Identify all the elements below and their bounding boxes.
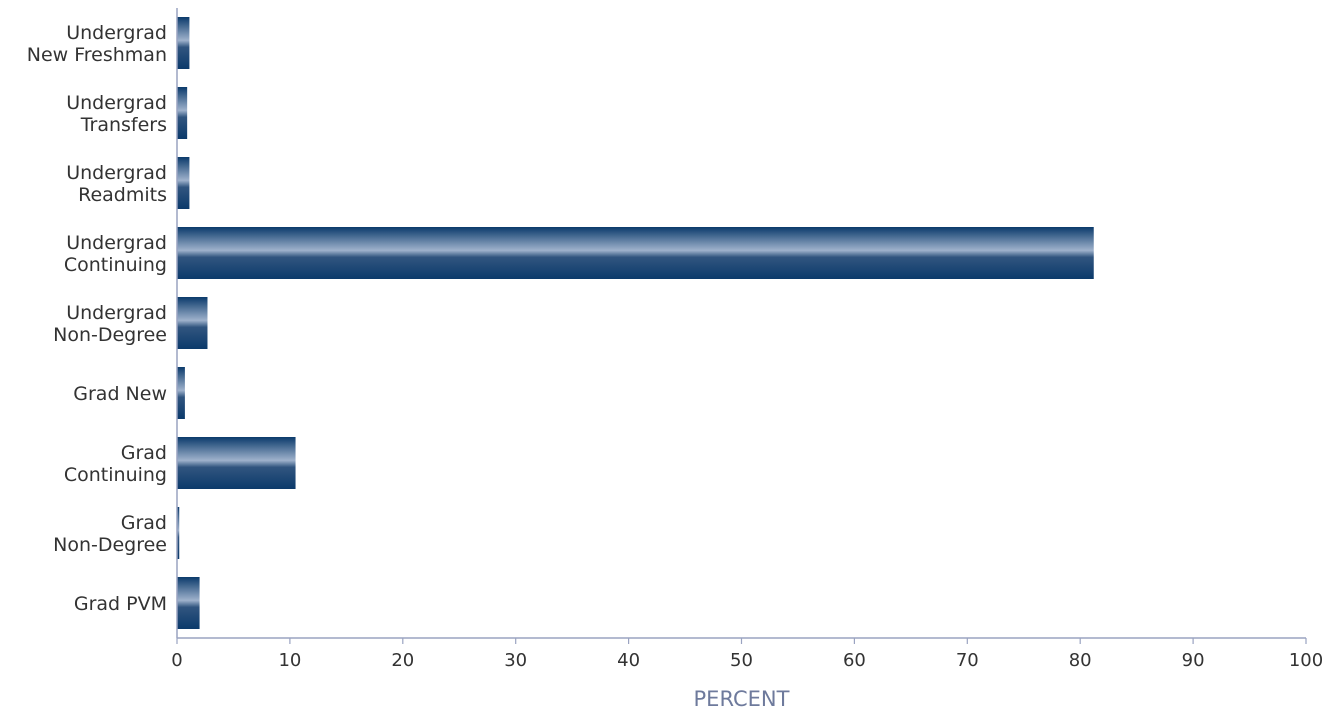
category-label-line: Continuing [64, 254, 167, 276]
category-label-line: Non-Degree [53, 534, 167, 556]
x-axis-title: PERCENT [694, 687, 790, 711]
category-label-line: Grad [121, 512, 167, 534]
bar [177, 507, 180, 559]
category-label: Undergrad Continuing [64, 232, 167, 276]
category-label: Grad New [73, 383, 167, 405]
category-label-line: Undergrad [66, 22, 167, 44]
category-label-line: Undergrad [66, 302, 167, 324]
category-label: Grad PVM [74, 593, 167, 615]
x-tick-label: 0 [171, 650, 182, 671]
x-tick-label: 30 [504, 650, 527, 671]
category-label-line: Grad PVM [74, 593, 167, 615]
category-label: Undergrad Non-Degree [53, 302, 167, 346]
category-label-line: Undergrad [66, 162, 167, 184]
bar [177, 437, 296, 489]
bar [177, 157, 190, 209]
x-axis-ticks: 0 10 20 30 40 50 60 70 80 90 100 [171, 638, 1323, 671]
category-label-line: Readmits [78, 184, 167, 206]
bar [177, 297, 208, 349]
bars-group [177, 17, 1094, 629]
bar [177, 17, 190, 69]
bar [177, 577, 200, 629]
category-label-line: Grad New [73, 383, 167, 405]
category-label-line: Undergrad [66, 92, 167, 114]
x-tick-label: 100 [1289, 650, 1323, 671]
category-label-line: Grad [121, 442, 167, 464]
category-label: Grad Continuing [64, 442, 167, 486]
x-tick-label: 20 [391, 650, 414, 671]
x-tick-label: 70 [956, 650, 979, 671]
category-label-line: Transfers [80, 114, 167, 136]
bar [177, 227, 1094, 279]
category-label: Undergrad New Freshman [27, 22, 167, 66]
x-tick-label: 40 [617, 650, 640, 671]
category-label: Undergrad Transfers [66, 92, 167, 136]
x-tick-label: 60 [843, 650, 866, 671]
bar [177, 367, 185, 419]
category-label-line: New Freshman [27, 44, 167, 66]
category-label: Undergrad Readmits [66, 162, 167, 206]
x-tick-label: 10 [278, 650, 301, 671]
bar [177, 87, 188, 139]
category-label: Grad Non-Degree [53, 512, 167, 556]
x-tick-label: 80 [1069, 650, 1092, 671]
category-label-line: Undergrad [66, 232, 167, 254]
category-label-line: Non-Degree [53, 324, 167, 346]
x-tick-label: 90 [1182, 650, 1205, 671]
category-label-line: Continuing [64, 464, 167, 486]
x-tick-label: 50 [730, 650, 753, 671]
